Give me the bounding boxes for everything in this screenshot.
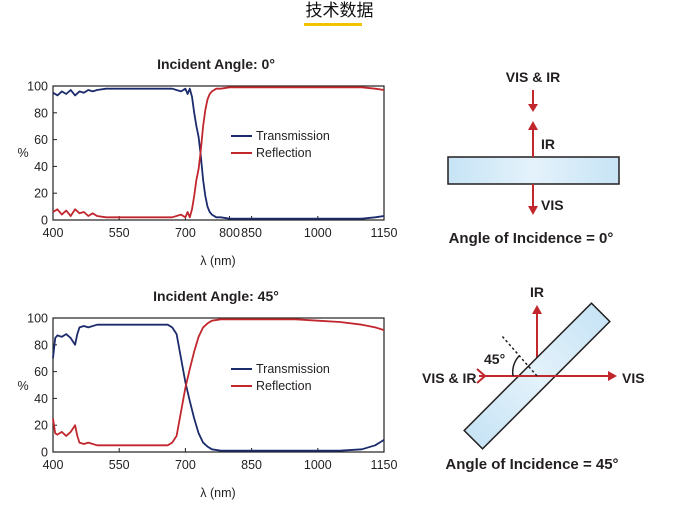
series-lines: [52, 86, 385, 220]
y-tick-label: 80: [34, 338, 48, 352]
x-tick-label: 550: [109, 226, 130, 240]
angle-arc: [511, 355, 520, 377]
incident-beam-tail: [476, 368, 487, 384]
chart-title: Incident Angle: 0°: [157, 56, 275, 72]
diagram-caption: Angle of Incidence = 0°: [449, 230, 614, 247]
x-axis-label: λ (nm): [200, 254, 235, 268]
y-tick-label: 40: [34, 392, 48, 406]
legend-reflection: Reflection: [256, 146, 312, 160]
reflected-beam-label: IR: [541, 136, 555, 152]
incident-beam-label: VIS & IR: [422, 370, 476, 386]
x-tick-label: 400: [43, 226, 64, 240]
x-tick-label: 1000: [304, 226, 332, 240]
legend: Transmission Reflection: [231, 362, 330, 393]
series-reflection-line: [52, 318, 385, 447]
diagram-normal-incidence: VIS & IR IR VIS Angle of Incidence = 0°: [447, 69, 620, 247]
x-tick-label: 400: [43, 458, 64, 472]
diagram-caption: Angle of Incidence = 45°: [445, 456, 618, 473]
series-reflection-line: [52, 86, 385, 219]
plot-frame: [52, 85, 385, 221]
x-tick-label: 1150: [371, 458, 398, 472]
x-tick-label: 800: [219, 226, 240, 240]
incident-beam-label: VIS & IR: [506, 69, 560, 85]
y-tick-label: 60: [34, 365, 48, 379]
page-heading: 技术数据: [305, 1, 374, 21]
x-tick-label: 550: [109, 458, 130, 472]
chart-angle-45: Incident Angle: 45° 0 20 40 60 80 100 400 550 7…: [17, 288, 397, 500]
chart-angle-0: Incident Angle: 0° 0 20 40 60 80 100 400 550 70…: [17, 56, 397, 268]
plot-frame: [52, 317, 385, 453]
x-tick-label: 700: [175, 458, 196, 472]
normal-line: [501, 335, 538, 377]
y-tick-label: 40: [34, 160, 48, 174]
x-ticks: 400 550 700 850 1000 1150: [43, 448, 398, 472]
y-tick-label: 80: [34, 106, 48, 120]
y-tick-label: 20: [34, 419, 48, 433]
y-tick-label: 20: [34, 187, 48, 201]
chart-title: Incident Angle: 45°: [153, 288, 279, 304]
y-axis-label: %: [17, 379, 28, 393]
beamsplitter-plate: [447, 156, 620, 185]
y-tick-label: 0: [41, 214, 48, 228]
x-tick-label: 850: [241, 226, 262, 240]
transmitted-beam-label: VIS: [622, 370, 645, 386]
diagram-45-incidence: IR VIS & IR VIS 45° Angle of Incidence =…: [422, 284, 645, 473]
y-tick-label: 60: [34, 133, 48, 147]
legend-transmission: Transmission: [256, 362, 330, 376]
y-axis-label: %: [17, 146, 28, 160]
reflected-arrowhead: [532, 305, 542, 314]
transmitted-arrowhead: [608, 371, 617, 381]
y-tick-label: 100: [27, 312, 48, 326]
angle-label: 45°: [484, 351, 505, 367]
x-tick-label: 850: [241, 458, 262, 472]
y-ticks: 0 20 40 60 80 100: [27, 80, 57, 228]
x-tick-label: 700: [175, 226, 196, 240]
heading-underline: [304, 23, 362, 26]
x-axis-label: λ (nm): [200, 486, 235, 500]
legend-reflection: Reflection: [256, 379, 312, 393]
x-tick-label: 1150: [371, 226, 398, 240]
x-tick-label: 1000: [304, 458, 332, 472]
legend-transmission: Transmission: [256, 129, 330, 143]
y-tick-label: 0: [41, 446, 48, 460]
transmitted-arrowhead: [528, 206, 538, 215]
incident-arrowhead: [528, 104, 538, 112]
y-tick-label: 100: [27, 80, 48, 94]
series-transmission-line: [52, 323, 385, 452]
transmitted-beam-label: VIS: [541, 197, 564, 213]
reflected-arrowhead: [528, 121, 538, 130]
series-lines: [52, 318, 385, 452]
legend: Transmission Reflection: [231, 129, 330, 160]
series-transmission-line: [52, 87, 385, 220]
reflected-beam-label: IR: [530, 284, 544, 300]
